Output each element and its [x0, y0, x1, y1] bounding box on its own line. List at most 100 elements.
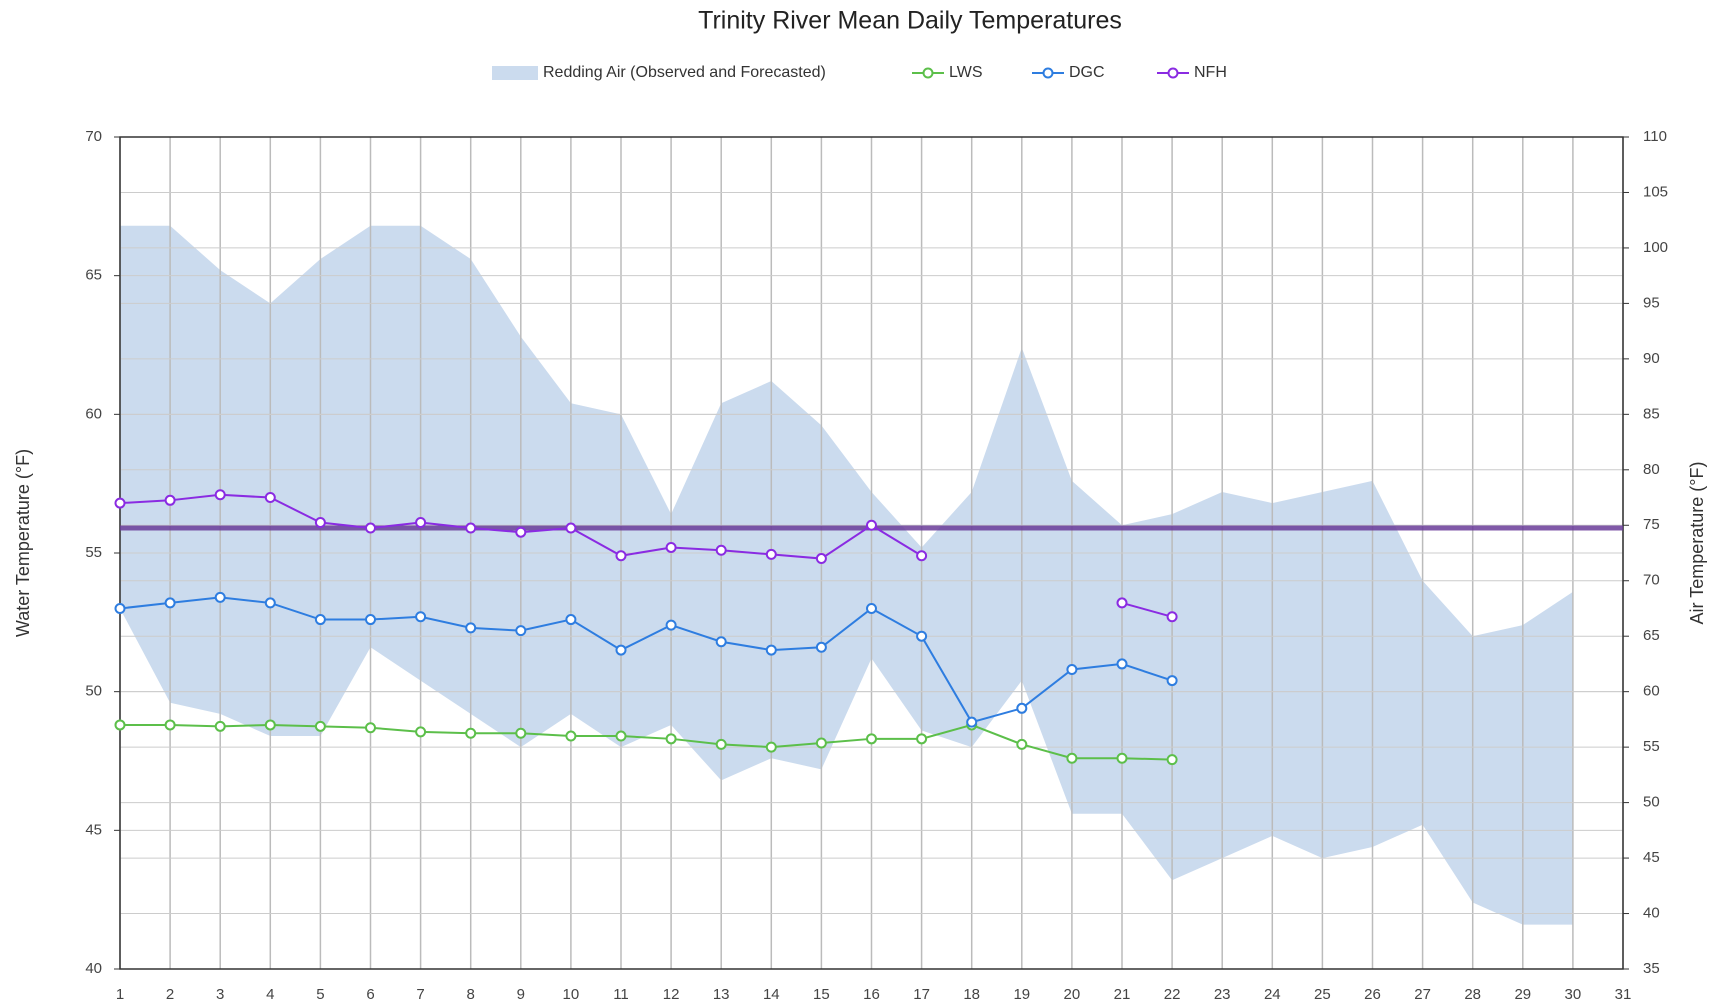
- x-tick-label: 12: [663, 986, 680, 1003]
- series-marker: [1016, 738, 1028, 750]
- series-marker: [515, 727, 527, 739]
- series-marker: [465, 727, 477, 739]
- y2-tick-label: 75: [1643, 516, 1660, 533]
- x-tick-label: 22: [1164, 986, 1181, 1003]
- y2-tick-label: 55: [1643, 738, 1660, 755]
- x-tick-label: 3: [216, 986, 224, 1003]
- y2-tick-label: 50: [1643, 794, 1660, 811]
- series-marker: [114, 497, 126, 509]
- x-tick-label: 10: [563, 986, 580, 1003]
- y-tick-label: 65: [85, 267, 102, 284]
- x-tick-label: 11: [613, 986, 629, 1003]
- series-marker: [715, 738, 727, 750]
- x-tick-label: 27: [1414, 986, 1431, 1003]
- series-marker: [966, 716, 978, 728]
- x-tick-label: 23: [1214, 986, 1231, 1003]
- legend-swatch: [492, 66, 538, 80]
- series-marker: [715, 544, 727, 556]
- legend-label: Redding Air (Observed and Forecasted): [543, 64, 826, 81]
- x-tick-label: 7: [416, 986, 424, 1003]
- x-tick-label: 17: [913, 986, 930, 1003]
- series-marker: [465, 522, 477, 534]
- x-tick-label: 18: [963, 986, 980, 1003]
- series-marker: [365, 722, 376, 734]
- series-marker: [565, 522, 577, 534]
- legend-label: NFH: [1194, 64, 1227, 81]
- y2-tick-label: 105: [1643, 183, 1668, 200]
- y2-tick-label: 65: [1643, 627, 1660, 644]
- air-area: [120, 225, 1573, 925]
- x-tick-label: 26: [1364, 986, 1381, 1003]
- series-marker: [1116, 658, 1128, 670]
- y-tick-label: 45: [85, 821, 102, 838]
- x-tick-label: 30: [1565, 986, 1582, 1003]
- series-marker: [866, 602, 877, 614]
- x-tick-label: 2: [166, 986, 174, 1003]
- x-tick-label: 14: [763, 986, 780, 1003]
- series-marker: [314, 720, 326, 732]
- y2-tick-label: 90: [1643, 350, 1660, 367]
- series-marker: [815, 641, 827, 653]
- series-marker: [1016, 702, 1028, 714]
- x-tick-label: 31: [1615, 986, 1632, 1003]
- series-marker: [765, 644, 777, 656]
- y-tick-label: 70: [85, 128, 102, 145]
- y-tick-label: 55: [85, 544, 102, 561]
- x-tick-label: 29: [1514, 986, 1531, 1003]
- legend-marker: [922, 67, 934, 79]
- x-tick-label: 21: [1114, 986, 1131, 1003]
- x-tick-label: 9: [517, 986, 525, 1003]
- series-marker: [365, 522, 376, 534]
- legend-marker: [1167, 67, 1179, 79]
- series-marker: [164, 719, 176, 731]
- series-marker: [515, 625, 527, 637]
- series-marker: [615, 730, 627, 742]
- legend-marker: [1042, 67, 1054, 79]
- y2-tick-label: 35: [1643, 960, 1660, 977]
- series-marker: [415, 516, 427, 528]
- series-marker: [415, 611, 427, 623]
- series-marker: [665, 619, 677, 631]
- y2-tick-label: 60: [1643, 683, 1660, 700]
- x-tick-label: 19: [1013, 986, 1030, 1003]
- series-marker: [214, 489, 226, 501]
- series-marker: [665, 541, 677, 553]
- series-marker: [365, 614, 376, 626]
- y2-tick-label: 80: [1643, 461, 1660, 478]
- series-marker: [314, 614, 326, 626]
- series-line: [119, 596, 1173, 724]
- series-marker: [214, 591, 226, 603]
- series-marker: [916, 630, 928, 642]
- y2-tick-label: 95: [1643, 294, 1660, 311]
- series-marker: [916, 550, 928, 562]
- y2-tick-label: 110: [1643, 128, 1667, 145]
- series-marker: [214, 720, 226, 732]
- series-marker: [1116, 752, 1128, 764]
- y2-tick-label: 100: [1643, 239, 1668, 256]
- series-marker: [916, 733, 928, 745]
- series-marker: [264, 719, 276, 731]
- series-marker: [114, 602, 126, 614]
- series-marker: [264, 597, 276, 609]
- series-marker: [866, 733, 877, 745]
- series-marker: [1166, 675, 1178, 687]
- x-tick-label: 8: [467, 986, 475, 1003]
- series-marker: [264, 492, 276, 504]
- series-marker: [815, 737, 827, 749]
- series-marker: [765, 548, 777, 560]
- series-marker: [1166, 611, 1178, 623]
- series-marker: [565, 614, 577, 626]
- series-marker: [314, 516, 326, 528]
- legend-label: DGC: [1069, 64, 1105, 81]
- series-marker: [465, 622, 477, 634]
- x-tick-label: 25: [1314, 986, 1331, 1003]
- series-marker: [515, 526, 527, 538]
- x-tick-label: 13: [713, 986, 730, 1003]
- y-tick-label: 40: [85, 960, 102, 977]
- series-marker: [1066, 752, 1078, 764]
- series-marker: [665, 733, 677, 745]
- x-tick-label: 4: [266, 986, 274, 1003]
- x-tick-label: 6: [366, 986, 374, 1003]
- series-marker: [1116, 597, 1128, 609]
- chart-title: Trinity River Mean Daily Temperatures: [698, 7, 1122, 35]
